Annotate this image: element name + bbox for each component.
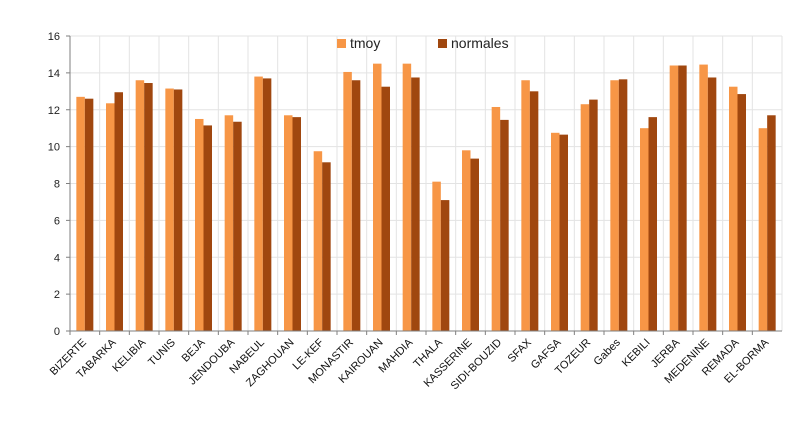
bar-normales-kebili xyxy=(648,117,657,331)
bar-normales-kelibia xyxy=(144,83,153,331)
bar-normales-zaghouan xyxy=(292,117,301,331)
bar-tmoy-monastir xyxy=(343,71,352,331)
y-tick-label: 16 xyxy=(48,31,60,43)
bar-normales-medenine xyxy=(707,77,717,331)
bar-normales-gafsa xyxy=(559,134,568,331)
bar-normales-tozeur xyxy=(589,99,598,331)
legend-swatch-normales xyxy=(438,39,447,48)
bar-normales-jerba xyxy=(678,65,687,331)
bar-tmoy-gafsa xyxy=(551,132,560,331)
bar-series xyxy=(76,63,776,331)
bar-normales-jendouba xyxy=(233,121,242,331)
bar-normales-kasserine xyxy=(470,158,479,331)
y-tick-label: 12 xyxy=(48,105,60,117)
x-tick-label: KELIBIA xyxy=(110,336,148,374)
bar-normales-kairouan xyxy=(381,86,390,331)
bar-tmoy-sfax xyxy=(521,80,530,331)
axes xyxy=(69,36,782,335)
bar-tmoy-tunis xyxy=(165,88,174,331)
bar-tmoy-le-kef xyxy=(313,151,323,331)
bar-normales-tabarka xyxy=(114,92,123,331)
bar-normales-monastir xyxy=(351,80,361,331)
bar-tmoy-kelibia xyxy=(135,80,145,331)
bar-tmoy-sidi-bouzid xyxy=(491,106,501,331)
grid-lines xyxy=(70,35,783,331)
bar-normales-remada xyxy=(737,94,746,331)
bar-tmoy-medenine xyxy=(699,64,708,331)
bar-tmoy-gabes xyxy=(610,80,619,331)
bar-normales-gabes xyxy=(618,79,628,331)
bar-normales-el-borma xyxy=(767,115,776,331)
bar-tmoy-jerba xyxy=(669,65,679,331)
bar-tmoy-bizerte xyxy=(76,96,85,331)
legend-swatch-tmoy xyxy=(337,39,346,48)
bar-tmoy-tozeur xyxy=(580,104,590,331)
bar-tmoy-mahdia xyxy=(402,63,412,331)
y-tick-label: 14 xyxy=(48,68,60,80)
bar-tmoy-jendouba xyxy=(224,115,234,331)
bar-normales-nabeul xyxy=(262,78,272,331)
bar-tmoy-zaghouan xyxy=(284,115,293,331)
legend-label-normales: normales xyxy=(451,35,509,51)
bar-normales-sfax xyxy=(529,91,539,331)
bar-tmoy-remada xyxy=(729,86,738,331)
x-tick-label: TUNIS xyxy=(146,337,178,369)
bar-normales-le-kef xyxy=(322,162,331,331)
bar-normales-beja xyxy=(203,125,212,331)
y-tick-label: 6 xyxy=(54,215,60,227)
y-tick-label: 0 xyxy=(54,326,60,338)
bar-tmoy-kasserine xyxy=(462,150,471,331)
legend-label-tmoy: tmoy xyxy=(350,35,380,51)
bar-normales-mahdia xyxy=(411,77,420,331)
bar-tmoy-thala xyxy=(432,181,441,331)
bar-tmoy-beja xyxy=(195,118,204,331)
y-tick-label: 4 xyxy=(54,252,60,264)
bar-tmoy-nabeul xyxy=(254,76,263,331)
bar-normales-tunis xyxy=(173,89,183,331)
bar-tmoy-tabarka xyxy=(106,103,115,331)
bar-normales-thala xyxy=(440,200,450,331)
y-tick-label: 8 xyxy=(54,179,60,191)
y-axis-ticks: 0 2 4 6 8 10 12 14 16 xyxy=(48,31,70,338)
bar-tmoy-kebili xyxy=(640,128,649,331)
bar-normales-bizerte xyxy=(84,98,94,331)
x-tick-label: Gabes xyxy=(592,336,624,368)
y-tick-label: 10 xyxy=(48,142,60,154)
bar-tmoy-el-borma xyxy=(758,128,768,331)
legend: tmoy normales xyxy=(337,35,509,51)
bar-tmoy-kairouan xyxy=(373,63,382,331)
x-tick-label: KEBILI xyxy=(620,337,653,370)
bar-normales-sidi-bouzid xyxy=(500,119,509,331)
y-tick-label: 2 xyxy=(54,289,60,301)
